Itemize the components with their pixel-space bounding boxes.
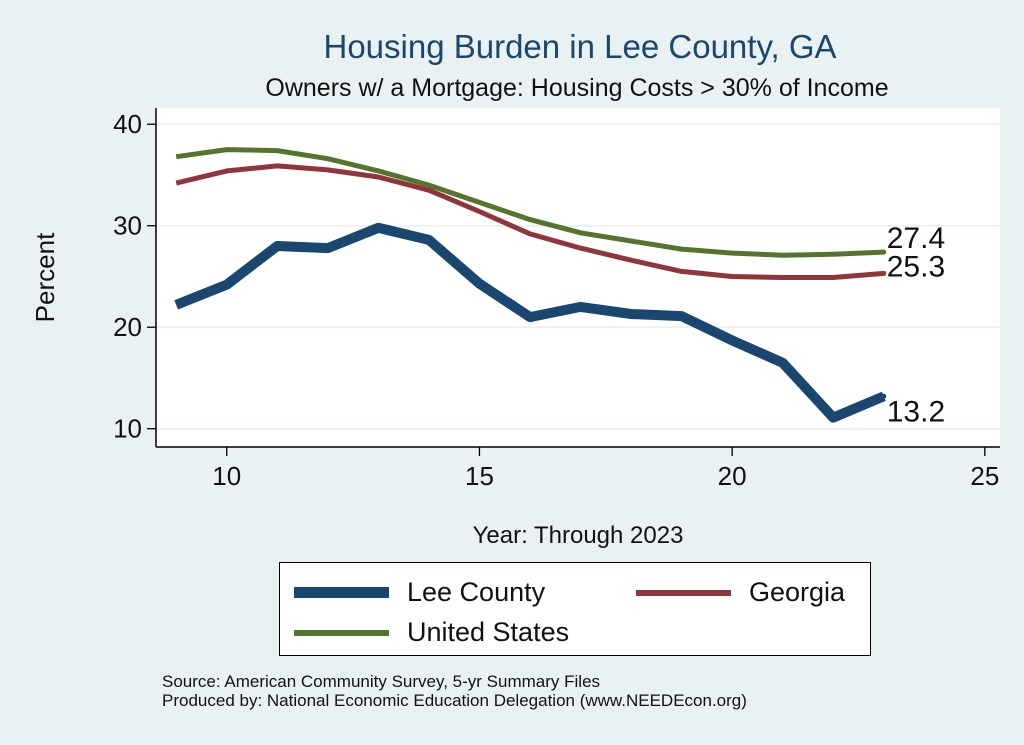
line-chart: 10 20 30 40 10 15 20 25 Year: Through 2023 Percen… (30, 108, 1000, 549)
series-line-lee-county (174, 222, 886, 423)
y-tick-label-40: 40 (113, 109, 142, 139)
legend-swatch-georgia (636, 589, 731, 596)
legend-swatch-lee-county (294, 587, 389, 598)
series-end-point-lee-county (881, 393, 887, 399)
y-tick-label-30: 30 (113, 211, 142, 241)
chart-title: Housing Burden in Lee County, GA (323, 28, 837, 65)
series-end-label-lee-county: 13.2 (887, 395, 945, 428)
chart-subtitle: Owners w/ a Mortgage: Housing Costs > 30… (265, 74, 889, 102)
x-axis-title: Year: Through 2023 (473, 522, 684, 549)
x-tick-label-20: 20 (718, 461, 747, 491)
producer-line: Produced by: National Economic Education… (162, 691, 747, 710)
legend-item-georgia: Georgia (636, 577, 845, 608)
x-tick-label-25: 25 (970, 461, 999, 491)
legend-item-lee-county: Lee County (294, 577, 545, 608)
series-end-label-georgia: 25.3 (887, 250, 945, 283)
series-end-label-united-states: 27.4 (887, 222, 945, 255)
legend-label-georgia: Georgia (749, 577, 846, 607)
x-tick-label-10: 10 (212, 461, 241, 491)
y-axis-title: Percent (30, 232, 60, 322)
series-line-georgia (175, 163, 885, 280)
series-end-point-united-states (881, 249, 887, 255)
legend-item-united-states: United States (294, 617, 569, 648)
legend-label-lee-county: Lee County (407, 577, 546, 607)
y-tick-label-20: 20 (113, 312, 142, 342)
series-end-point-georgia (881, 270, 887, 276)
x-tick-label-15: 15 (465, 461, 494, 491)
legend-swatch-united-states (294, 629, 389, 636)
chart-legend: Lee County Georgia United States (279, 562, 871, 656)
source-line: Source: American Community Survey, 5-yr … (162, 672, 601, 691)
y-tick-label-10: 10 (113, 414, 142, 444)
source-note: Source: American Community Survey, 5-yr … (162, 672, 747, 710)
legend-label-united-states: United States (407, 617, 570, 647)
series-line-united-states (175, 147, 884, 258)
